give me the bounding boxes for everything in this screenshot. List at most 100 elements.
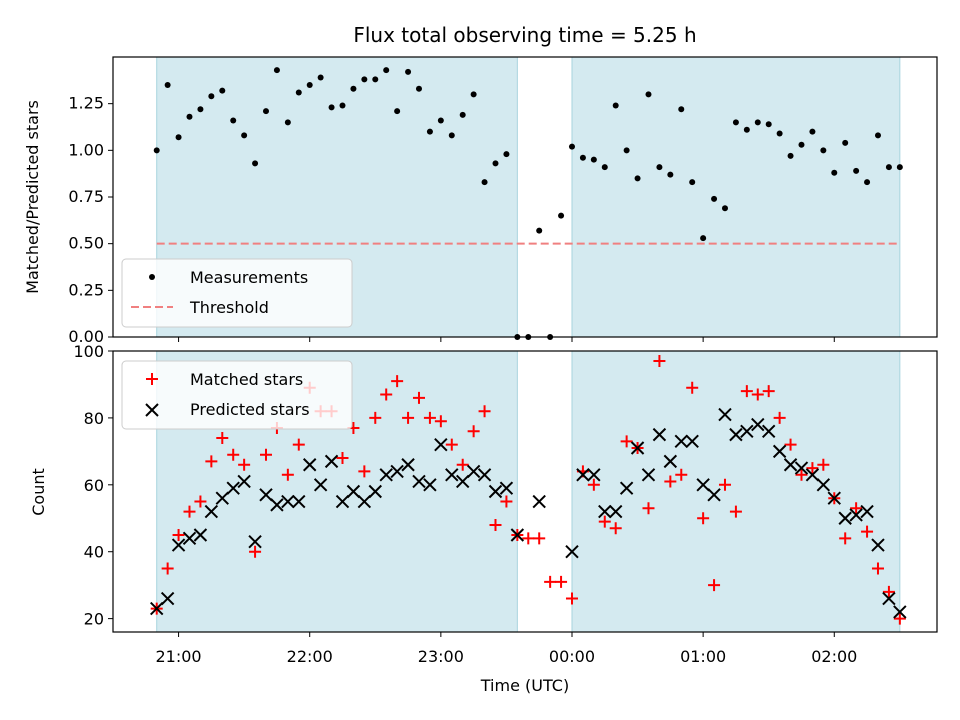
predicted-star-point — [761, 424, 776, 438]
predicted-star-point — [565, 545, 579, 559]
predicted-star-point — [849, 508, 863, 522]
bottom-legend: Matched stars Predicted stars — [121, 360, 353, 430]
predicted-star-point — [193, 528, 208, 542]
predicted-star-point — [466, 464, 481, 479]
predicted-star-point — [805, 468, 820, 482]
bottom-y-tick-label: 60 — [84, 476, 104, 495]
measurement-point — [361, 76, 368, 83]
measurement-point — [885, 164, 892, 171]
bottom-y-tick-label: 40 — [84, 543, 104, 562]
predicted-star-point — [270, 498, 284, 512]
predicted-star-point — [532, 494, 546, 509]
measurement-point — [787, 152, 794, 159]
predicted-star-point — [182, 531, 197, 546]
predicted-star-point — [860, 504, 874, 519]
measurement-point — [153, 147, 160, 154]
predicted-star-point — [379, 468, 393, 482]
predicted-legend-label: Predicted stars — [190, 400, 310, 419]
measurement-point — [197, 106, 204, 113]
measurement-point — [568, 143, 575, 150]
predicted-star-point — [729, 427, 743, 442]
matched-star-point — [194, 495, 207, 508]
measurement-point — [721, 205, 728, 212]
bottom-legend-box — [121, 360, 353, 430]
measurement-point — [700, 235, 707, 242]
bottom-x-ticks: 21:00 22:00 23:00 00:00 01:00 02:00 — [156, 632, 857, 666]
predicted-star-point — [663, 454, 678, 469]
measurement-point — [492, 160, 499, 167]
predicted-star-point — [292, 494, 306, 509]
matched-star-point — [467, 425, 480, 438]
measurement-point — [820, 147, 827, 154]
predicted-star-point — [313, 478, 328, 492]
predicted-star-point — [499, 481, 514, 495]
measurement-point — [383, 67, 390, 74]
measurement-point — [241, 132, 248, 139]
predicted-star-point — [674, 434, 688, 449]
top-y-tick-label: 1.25 — [68, 94, 104, 113]
predicted-star-point — [357, 494, 372, 509]
measurement-point — [743, 126, 750, 133]
measurement-point — [590, 156, 597, 163]
matched-star-point — [893, 612, 906, 625]
matched-star-point — [380, 388, 393, 401]
matched-star-point — [369, 411, 382, 424]
measurement-point — [262, 108, 269, 115]
matched-star-point — [871, 562, 884, 575]
predicted-star-point — [324, 454, 339, 469]
predicted-star-point — [160, 591, 175, 606]
matched-star-point — [784, 438, 797, 451]
chart-title: Flux total observing time = 5.25 h — [353, 23, 696, 47]
predicted-star-point — [882, 591, 896, 606]
measurement-point — [776, 130, 783, 137]
matched-star-point — [565, 592, 578, 605]
matched-star-point — [249, 545, 262, 558]
top-y-tick-label: 0.50 — [68, 234, 104, 253]
bottom-plot-frame — [112, 350, 938, 633]
predicted-star-point — [456, 474, 470, 489]
top-legend: Measurements Threshold — [121, 258, 353, 328]
predicted-star-point — [619, 481, 634, 495]
measurement-point — [809, 128, 816, 135]
matched-star-point — [839, 532, 852, 545]
top-panel: 0.00 0.25 0.50 0.75 1.00 1.25 Matched/Predict… — [23, 56, 938, 346]
measurement-point — [372, 76, 379, 83]
matched-star-point — [697, 512, 710, 525]
matched-legend-marker — [146, 373, 158, 385]
bottom-y-axis-label: Count — [29, 468, 48, 516]
predicted-star-point — [510, 528, 525, 542]
matched-star-point — [500, 495, 513, 508]
predicted-star-point — [641, 468, 656, 482]
matched-star-point — [172, 528, 185, 541]
predicted-star-point — [696, 478, 710, 492]
predicted-star-point — [412, 474, 426, 489]
matched-star-point — [227, 448, 240, 461]
measurement-point — [317, 74, 324, 81]
measurement-point — [394, 108, 401, 115]
predicted-star-point — [652, 427, 667, 442]
bottom-panel: 20 40 60 80 100 21:00 22:00 23:00 00:00 01:00 02:… — [29, 342, 938, 695]
measurement-point — [481, 179, 488, 186]
predicted-star-point — [477, 468, 492, 482]
top-y-tick-label: 0.25 — [68, 280, 104, 299]
matched-star-point — [609, 522, 622, 535]
predicted-star-point — [576, 468, 590, 482]
measurement-point — [874, 132, 881, 139]
bottom-x-tick-label: 00:00 — [549, 647, 595, 666]
measurement-point — [175, 134, 182, 141]
predicted-star-point — [237, 474, 251, 489]
measurement-point — [711, 195, 718, 202]
predicted-star-point — [445, 468, 459, 482]
predicted-star-point — [794, 461, 809, 475]
matched-star-point — [773, 411, 786, 424]
predicted-star-point — [150, 601, 164, 616]
measurement-point — [339, 102, 346, 109]
measurement-point — [645, 91, 652, 98]
measurement-point — [558, 212, 565, 219]
matched-legend-label: Matched stars — [190, 370, 303, 389]
matched-star-point — [216, 431, 229, 444]
matched-star-point — [598, 515, 611, 528]
matched-star-point — [281, 468, 294, 481]
measurement-point — [634, 175, 641, 182]
predicted-star-point — [368, 484, 382, 499]
